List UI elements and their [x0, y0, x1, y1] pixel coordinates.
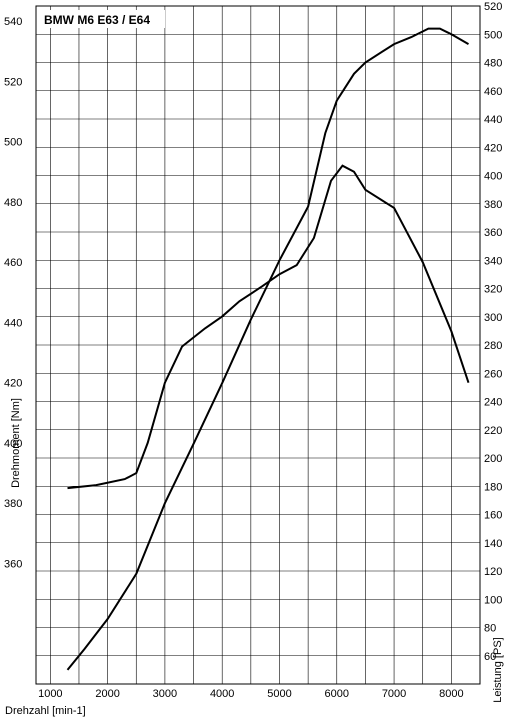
torque-curve: [67, 164, 470, 490]
y-right-tick-label: 120: [484, 566, 502, 578]
y-left-tick-label: 420: [4, 378, 22, 390]
y-right-tick-label: 380: [484, 199, 502, 211]
y-right-tick-label: 500: [484, 29, 502, 41]
x-tick-label: 1000: [38, 688, 62, 700]
x-tick-label: 5000: [267, 688, 291, 700]
y-right-tick-label: 160: [484, 510, 502, 522]
tick-labels: 60 80 100 120 140 160 180 200 220 240 260 280 300 320…: [4, 1, 502, 700]
y-right-tick-label: 440: [484, 114, 502, 126]
y-right-tick-label: 340: [484, 255, 502, 267]
y-right-tick-label: 320: [484, 284, 502, 296]
y-right-tick-label: 360: [484, 227, 502, 239]
x-tick-label: 6000: [325, 688, 349, 700]
y-right-tick-label: 400: [484, 171, 502, 183]
chart-title-background: [40, 10, 165, 28]
y-left-tick-label: 500: [4, 137, 22, 149]
y-right-tick-label: 200: [484, 453, 502, 465]
y-left-tick-label: 360: [4, 558, 22, 570]
x-tick-label: 8000: [439, 688, 463, 700]
x-tick-label: 4000: [210, 688, 234, 700]
y-left-tick-label: 520: [4, 76, 22, 88]
y-right-tick-label: 140: [484, 538, 502, 550]
y-right-tick-label: 100: [484, 594, 502, 606]
y-left-tick-label: 380: [4, 498, 22, 510]
y-right-tick-label: 80: [484, 623, 496, 635]
y-right-tick-label: 480: [484, 58, 502, 70]
y-right-tick-label: 520: [484, 1, 502, 13]
y-left-tick-label: 480: [4, 197, 22, 209]
y-right-tick-label: 300: [484, 312, 502, 324]
y-right-tick-label: 180: [484, 481, 502, 493]
chart-title: BMW M6 E63 / E64: [44, 13, 150, 27]
y-right-tick-label: 260: [484, 368, 502, 380]
y-right-tick-label: 220: [484, 425, 502, 437]
x-tick-label: 7000: [382, 688, 406, 700]
grid-lines: [35, 5, 481, 685]
power-curve: [66, 27, 469, 671]
curves: [66, 27, 470, 671]
y-right-tick-label: 420: [484, 142, 502, 154]
y-left-tick-label: 540: [4, 16, 22, 28]
x-tick-label: 3000: [153, 688, 177, 700]
x-axis-label: Drehzahl [min-1]: [5, 705, 86, 717]
y-left-tick-label: 460: [4, 257, 22, 269]
y-left-tick-label: 400: [4, 438, 22, 450]
y-right-tick-label: 60: [484, 651, 496, 663]
y-right-tick-label: 240: [484, 397, 502, 409]
x-tick-label: 2000: [95, 688, 119, 700]
y-right-tick-label: 280: [484, 340, 502, 352]
y-axis-right-label: Leistung [PS]: [492, 637, 504, 702]
y-left-tick-label: 440: [4, 317, 22, 329]
y-axis-left-label: Drehmoment [Nm]: [10, 398, 22, 488]
y-right-tick-label: 460: [484, 86, 502, 98]
